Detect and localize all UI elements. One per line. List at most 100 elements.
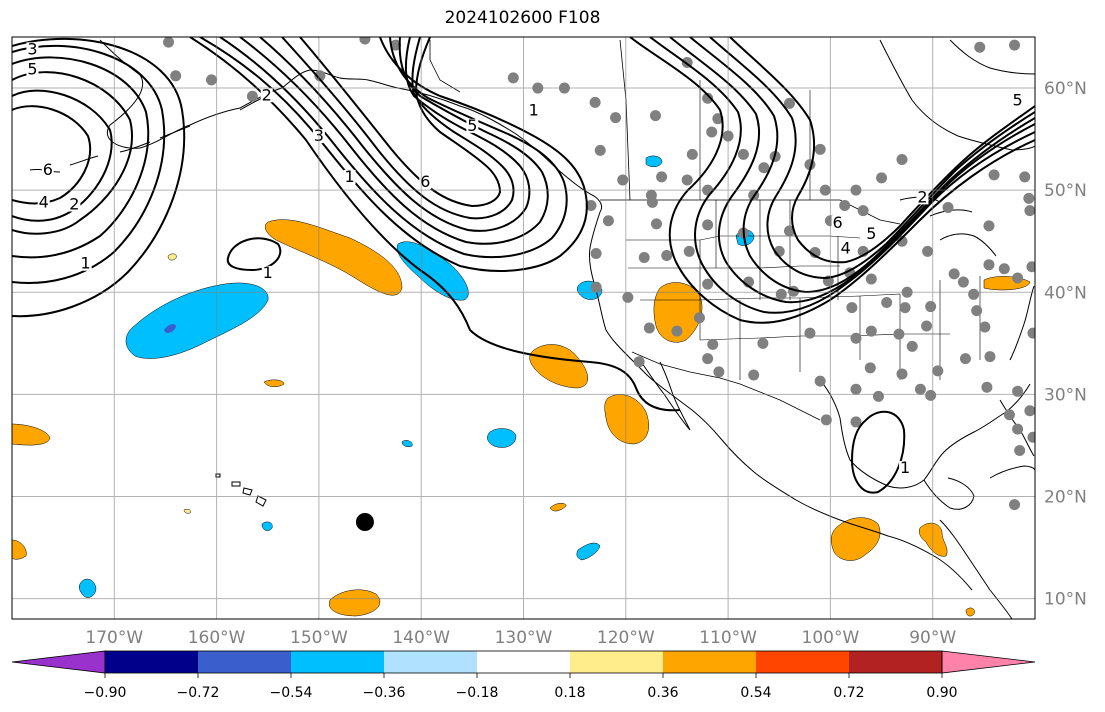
- contour-label: 5: [866, 224, 876, 243]
- station-dot: [968, 288, 980, 300]
- station-dot: [758, 162, 770, 174]
- station-dot: [646, 196, 658, 208]
- contour-line: [12, 89, 113, 222]
- latitude-tick-label: 40°N: [1044, 283, 1087, 303]
- colorbar-extend-max: [941, 650, 1036, 674]
- colorbar-tick-label: −0.18: [456, 685, 499, 701]
- station-dot: [998, 263, 1010, 275]
- contour-label: 2: [917, 187, 927, 206]
- contour-line: [239, 37, 549, 245]
- station-dot: [1026, 261, 1035, 273]
- station-dot: [702, 353, 714, 365]
- cuba-coastline: [989, 465, 1035, 479]
- contour-label-background: [527, 103, 540, 118]
- colorbar-tick-label: 0.18: [554, 685, 585, 701]
- contour-label: 6: [43, 160, 53, 179]
- contour-label: 5: [467, 116, 477, 135]
- station-dot: [872, 390, 884, 402]
- station-dot: [707, 338, 719, 350]
- station-dot: [1023, 192, 1035, 204]
- contour-label-background: [343, 169, 356, 184]
- colorbar-tick-label: 0.72: [833, 685, 864, 701]
- longitude-tick-label: 120°W: [597, 628, 655, 648]
- longitude-tick-label: 170°W: [85, 628, 143, 648]
- station-dot: [814, 375, 826, 387]
- colorbar-segment: [105, 651, 199, 673]
- map-title: 2024102600 F108: [444, 8, 601, 28]
- colorbar-segment: [477, 651, 571, 673]
- colorbar-tick-label: −0.72: [177, 685, 220, 701]
- station-dot: [683, 245, 695, 257]
- longitude-labels: 170°W 160°W 150°W 140°W 130°W 120°W 110°W 100°W…: [85, 628, 956, 648]
- north-america-west-coastline: [589, 211, 693, 411]
- contour-line: [189, 37, 681, 412]
- station-dot: [1012, 272, 1024, 284]
- contour-label: 2: [69, 195, 79, 214]
- station-dot: [864, 362, 876, 374]
- station-dot: [804, 327, 816, 339]
- yucatan-coastline: [923, 477, 975, 510]
- station-dot: [896, 154, 908, 166]
- colorbar-segment: [756, 651, 850, 673]
- colorbar-tick-labels: −0.90 −0.72 −0.54 −0.36 −0.18 0.18 0.36 0.54 0.7…: [84, 673, 958, 701]
- weak-positive-anomaly-area: [183, 508, 191, 514]
- contour-label-background: [79, 256, 92, 271]
- positive-anomaly-area: [529, 344, 588, 389]
- station-dot: [390, 39, 402, 51]
- station-dot: [1012, 385, 1024, 397]
- station-dot: [957, 276, 969, 288]
- contour-label: 1: [81, 254, 91, 273]
- station-dot: [713, 366, 725, 378]
- contour-line: [629, 37, 1035, 324]
- station-dot: [974, 41, 986, 53]
- station-dot: [1024, 205, 1035, 217]
- colorbar-outline: [104, 650, 943, 674]
- colorbar-segment: [198, 651, 292, 673]
- station-dot: [850, 383, 862, 395]
- contour-label-background: [831, 215, 844, 230]
- hudson-bay-coastline: [879, 39, 1035, 151]
- colorbar-tick-label: −0.36: [363, 685, 406, 701]
- positive-anomaly-area: [328, 589, 381, 617]
- station-dot: [314, 70, 326, 82]
- contour-label: 1: [344, 167, 354, 186]
- contour-line: [12, 44, 166, 284]
- colorbar-tick-label: 0.36: [647, 685, 678, 701]
- station-dot: [925, 389, 937, 401]
- colorbar-segment: [570, 651, 664, 673]
- station-dot: [589, 96, 601, 108]
- positive-anomaly-area: [549, 503, 567, 512]
- station-dot: [1003, 409, 1015, 421]
- alaska-coastline: [99, 39, 399, 149]
- latitude-tick-label: 30°N: [1044, 385, 1087, 405]
- station-dot: [1027, 431, 1035, 443]
- contour-label-background: [1011, 93, 1024, 108]
- station-dot: [865, 273, 877, 285]
- station-dot: [1009, 499, 1021, 511]
- station-dot: [1012, 423, 1024, 435]
- station-dot: [1019, 171, 1031, 183]
- contour-line: [850, 410, 906, 494]
- us-east-coastline: [1009, 285, 1035, 361]
- contour-line: [219, 37, 568, 259]
- station-dot: [914, 383, 926, 395]
- gridlines: [12, 37, 1035, 619]
- station-dot: [686, 148, 698, 160]
- contour-label: 4: [39, 192, 49, 211]
- station-dot: [906, 340, 918, 352]
- station-dot: [590, 247, 602, 259]
- latitude-tick-label: 60°N: [1044, 79, 1087, 99]
- positive-anomaly-area: [965, 607, 975, 617]
- contour-line: [649, 37, 1035, 314]
- contour-label-background: [41, 162, 54, 177]
- station-dot: [622, 291, 634, 303]
- station-dot: [649, 110, 661, 122]
- station-dot: [359, 37, 371, 45]
- colorbar-segment: [663, 651, 757, 673]
- station-dot: [979, 321, 991, 333]
- contour-line: [669, 37, 1035, 304]
- station-dot: [1024, 405, 1035, 417]
- colorbar-extend-min: [11, 650, 106, 674]
